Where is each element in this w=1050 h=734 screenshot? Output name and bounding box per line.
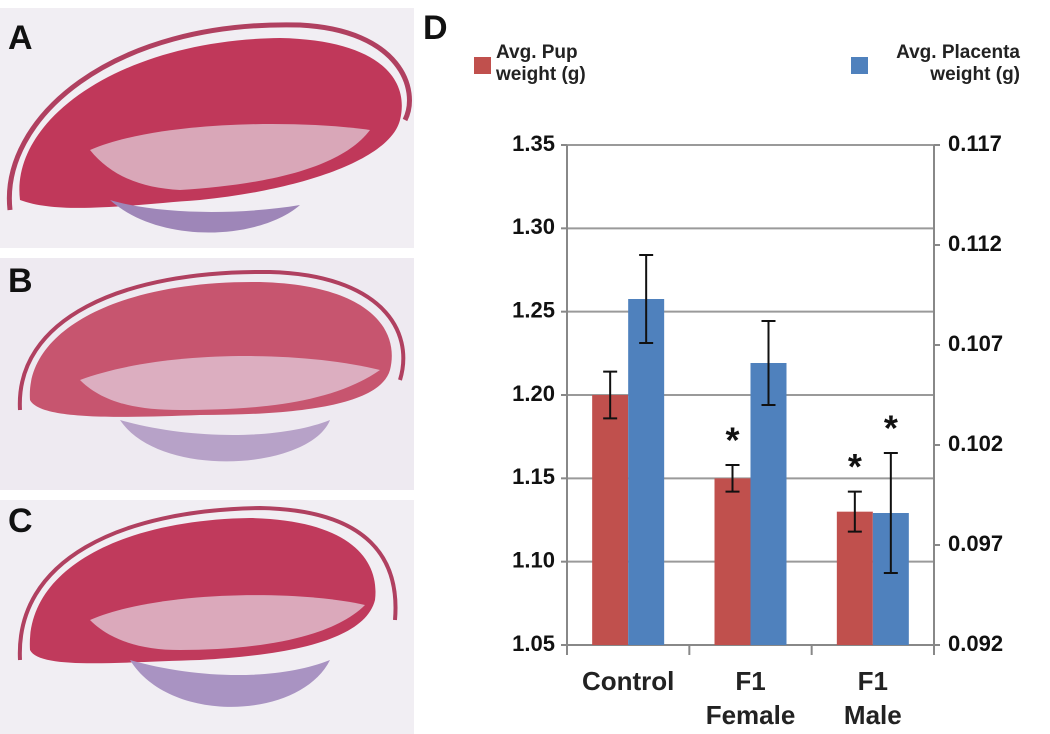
error-bar <box>761 320 776 406</box>
y-tick-label: 1.05 <box>512 631 555 656</box>
bar <box>836 511 873 645</box>
bar <box>592 395 629 645</box>
y2-tick-label: 0.102 <box>948 431 1003 456</box>
y-tick-label: 1.10 <box>512 547 555 572</box>
image-b <box>0 258 414 490</box>
panel-label: D <box>423 9 448 47</box>
panel-label: A <box>8 19 33 57</box>
panel-label: C <box>8 502 33 540</box>
panel-label: B <box>8 262 33 300</box>
bar <box>628 299 665 645</box>
y-tick-label: 1.20 <box>512 381 555 406</box>
significance-marker: * <box>848 446 862 487</box>
y-tick-label: 1.25 <box>512 297 555 322</box>
legend-swatch <box>474 57 491 74</box>
error-bar <box>603 370 618 420</box>
image-a <box>0 8 414 248</box>
y2-tick-label: 0.097 <box>948 531 1003 556</box>
y2-tick-label: 0.112 <box>948 231 1002 256</box>
x-tick-label: F1 Female <box>705 666 796 730</box>
y-tick-label: 1.35 <box>512 131 555 156</box>
bar <box>714 478 751 645</box>
legend-label: Avg. Placenta weight (g) <box>896 42 1020 85</box>
y2-tick-label: 0.107 <box>948 331 1003 356</box>
significance-marker: * <box>884 408 898 449</box>
y2-tick-label: 0.092 <box>948 631 1003 656</box>
error-bar <box>725 464 740 493</box>
significance-marker: * <box>725 420 739 461</box>
y-tick-label: 1.30 <box>512 214 555 239</box>
x-tick-label: F1 Male <box>843 666 902 730</box>
error-bar <box>639 254 654 344</box>
image-c <box>0 500 414 734</box>
y2-tick-label: 0.117 <box>948 131 1002 156</box>
bar <box>750 363 787 645</box>
legend-label: Avg. Pup weight (g) <box>496 42 586 85</box>
x-tick-label: Control <box>581 666 675 696</box>
error-bar <box>883 452 898 574</box>
error-bar <box>847 490 862 533</box>
y-tick-label: 1.15 <box>512 464 555 489</box>
legend-swatch <box>851 57 868 74</box>
